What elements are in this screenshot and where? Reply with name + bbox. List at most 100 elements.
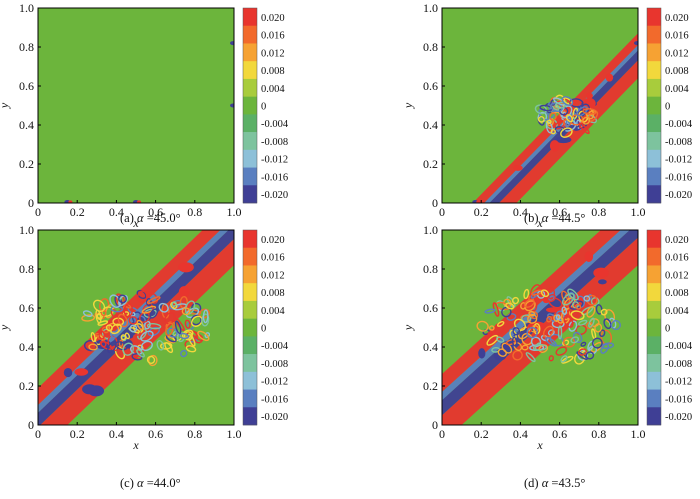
panel-b-vortex-ring [551, 103, 560, 111]
panel-a-x-tick-label: 0 [35, 205, 41, 219]
panel-c-x-tick-label: 0 [35, 427, 41, 441]
panel-d-vortex-ring [540, 289, 550, 298]
panel-d-colorbar: 0.020 0.016 0.012 0.008 0.004 0 -0.004 -0.008 -0… [646, 229, 693, 426]
panel-c-y-axis-label: y [0, 324, 11, 331]
panel-b-colorbar-swatch [647, 132, 661, 151]
panel-b-x-tick-label: 0.2 [474, 205, 489, 219]
panel-d-vortex-ring [476, 320, 489, 332]
panel-c-colorbar: 0.020 0.016 0.012 0.008 0.004 0 -0.004 -0.008 -0… [242, 229, 289, 426]
panel-d-colorbar-label: 0 [665, 324, 670, 335]
panel-d-vortex-ring [578, 348, 587, 356]
panel-c-vortex-ring [191, 302, 202, 313]
panel-d-vortex-ring [555, 314, 561, 320]
panel-d-vortex-ring [546, 315, 553, 323]
panel-b-vortex-ring [578, 122, 590, 135]
panel-b-caption-label: (b) [524, 211, 542, 225]
panel-b-colorbar-swatch [647, 167, 661, 186]
panel-a-colorbar-label: -0.008 [261, 137, 288, 148]
panel-c-colorbar-swatch [243, 354, 257, 373]
panel-c-vortex-ring [174, 318, 185, 332]
panel-c-vortex-ring [122, 342, 134, 356]
panel-b-band-blotch [555, 136, 572, 144]
panel-a-colorbar-swatch [243, 132, 257, 151]
panel-b: 0 0.2 0.4 0.6 0.8 1.000.20.40.60.81.0xy0.0200… [401, 1, 693, 230]
panel-b-vortex-ring [554, 126, 566, 135]
panel-d-vortex-ring [512, 327, 521, 336]
panel-c-colorbar-label: 0 [261, 324, 266, 335]
panel-b-y-tick-label: 0.8 [423, 40, 438, 54]
panel-c-vortex-ring [185, 345, 197, 353]
panel-d-vortex-ring [585, 294, 593, 303]
panel-b-band-blotch [549, 140, 560, 152]
panel-d-y-tick-label: 0.6 [423, 301, 438, 315]
panel-b-colorbar-swatch [647, 43, 661, 62]
panel-d-x-tick-label: 0.8 [591, 427, 606, 441]
panel-b-y-tick-label: 0 [432, 196, 438, 210]
panel-b-vortex-ring [576, 106, 589, 117]
panel-d-field-content [442, 230, 638, 425]
panel-d-vortex-ring [557, 325, 563, 340]
panel-a-x-tick-label: 1.0 [227, 205, 242, 219]
panel-c-vortex-ring [141, 305, 157, 314]
panel-c: 00.20.40.60.81.000.20.40.60.81.0xy0.0200… [0, 223, 289, 490]
panel-c-vortex-ring [136, 319, 144, 331]
panel-d-vortex-ring [542, 325, 554, 339]
panel-b-band-blotch [605, 73, 614, 82]
panel-b-vortex-ring [546, 119, 552, 125]
panel-c-vortex-ring [148, 354, 158, 367]
panel-d-vortex-ring [511, 296, 520, 305]
panel-a-field-content [64, 41, 234, 203]
panel-d-colorbar-label: 0.020 [665, 235, 689, 246]
panel-b-colorbar-swatch [647, 149, 661, 168]
panel-d-vortex-ring [590, 341, 603, 353]
panel-a-colorbar-swatch [243, 78, 257, 97]
panel-a-colorbar-label: 0.020 [261, 13, 285, 24]
panel-d-vortex-ring [610, 319, 621, 331]
panel-b-noise-spot [634, 41, 638, 46]
panel-c-x-tick-label: 0.8 [187, 427, 202, 441]
panel-d-band-blotch [478, 348, 486, 359]
panel-a-caption-value: =45.0° [147, 211, 181, 225]
panel-a-colorbar-swatch [243, 167, 257, 186]
panel-a-colorbar-swatch [243, 43, 257, 62]
panel-d-vortex-ring [594, 323, 603, 333]
panel-a-colorbar-label: 0.012 [261, 48, 285, 59]
panel-d-colorbar-frame [646, 229, 662, 426]
panel-b-caption-variable: α [542, 211, 552, 225]
panel-b-colorbar-swatch [647, 25, 661, 44]
panel-d-vortex-ring [586, 305, 596, 318]
panel-d-vortex-ring [513, 341, 523, 351]
panel-a-y-tick-label: 0.4 [19, 118, 34, 132]
panel-c-vortex-ring [90, 332, 96, 343]
panel-c-band-blotch [63, 367, 73, 378]
panel-d-vortex-ring [604, 309, 616, 324]
panel-d-vortex-ring [580, 341, 587, 347]
panel-c-shear-stripe [40, 239, 234, 425]
panel-c-field-content [38, 230, 234, 425]
panel-b-y-tick-label: 0.2 [423, 157, 438, 171]
panel-d-vortex-ring [487, 331, 493, 337]
panel-b-y-tick-label: 1.0 [423, 1, 438, 15]
panel-d-caption: (d) α =43.5° [524, 476, 585, 490]
panel-d-vortex-ring [548, 355, 554, 362]
panel-d-colorbar-swatch [647, 407, 661, 426]
panel-d-vortex-ring [509, 329, 517, 340]
panel-d-colorbar-swatch [647, 354, 661, 373]
panel-d-colorbar-swatch [647, 336, 661, 355]
panel-c-vortex-ring [82, 310, 93, 318]
panel-a-plot-frame [37, 7, 235, 204]
panel-c-vortex-ring [165, 322, 174, 337]
panel-a-noise-spot [230, 41, 234, 46]
panel-d-caption-value: =43.5° [551, 476, 585, 490]
panel-d-vortex-ring [529, 325, 540, 333]
panel-c-colorbar-swatch [243, 407, 257, 426]
panel-b-colorbar-swatch [647, 61, 661, 80]
panel-d-caption-variable: α [542, 476, 552, 490]
panel-d-vortex-ring [496, 336, 505, 343]
panel-d-vortex-ring [496, 320, 505, 327]
panel-c-vortex-ring [117, 294, 127, 304]
panel-b-colorbar-label: -0.008 [665, 137, 692, 148]
panel-c-colorbar-label: -0.008 [261, 359, 288, 370]
panel-a-colorbar-label: -0.004 [261, 119, 289, 130]
